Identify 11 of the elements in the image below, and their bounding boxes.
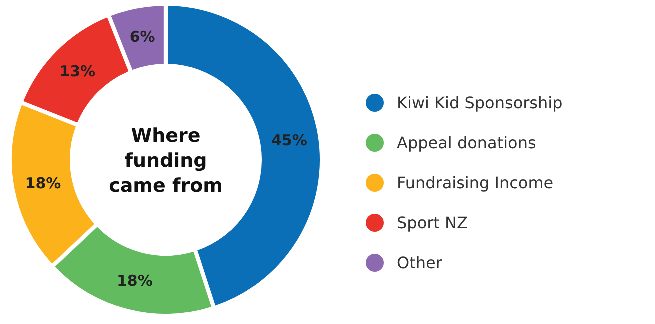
legend-label: Fundraising Income — [397, 174, 554, 192]
legend-label: Kiwi Kid Sponsorship — [397, 94, 563, 112]
legend-label: Appeal donations — [397, 134, 536, 152]
text: Where funding came from — [109, 125, 223, 197]
data-label: 18% — [116, 272, 153, 290]
data-label: 18% — [25, 174, 62, 192]
data-label: 6% — [130, 28, 156, 46]
data-label: 45% — [272, 131, 308, 150]
data-label: 13% — [60, 62, 96, 81]
legend-label: Sport NZ — [397, 214, 468, 232]
legend-label: Other — [397, 254, 443, 272]
